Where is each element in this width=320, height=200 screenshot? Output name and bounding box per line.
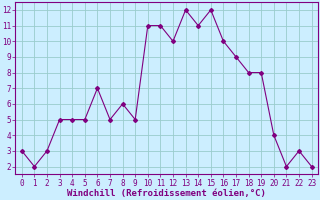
X-axis label: Windchill (Refroidissement éolien,°C): Windchill (Refroidissement éolien,°C) (67, 189, 266, 198)
